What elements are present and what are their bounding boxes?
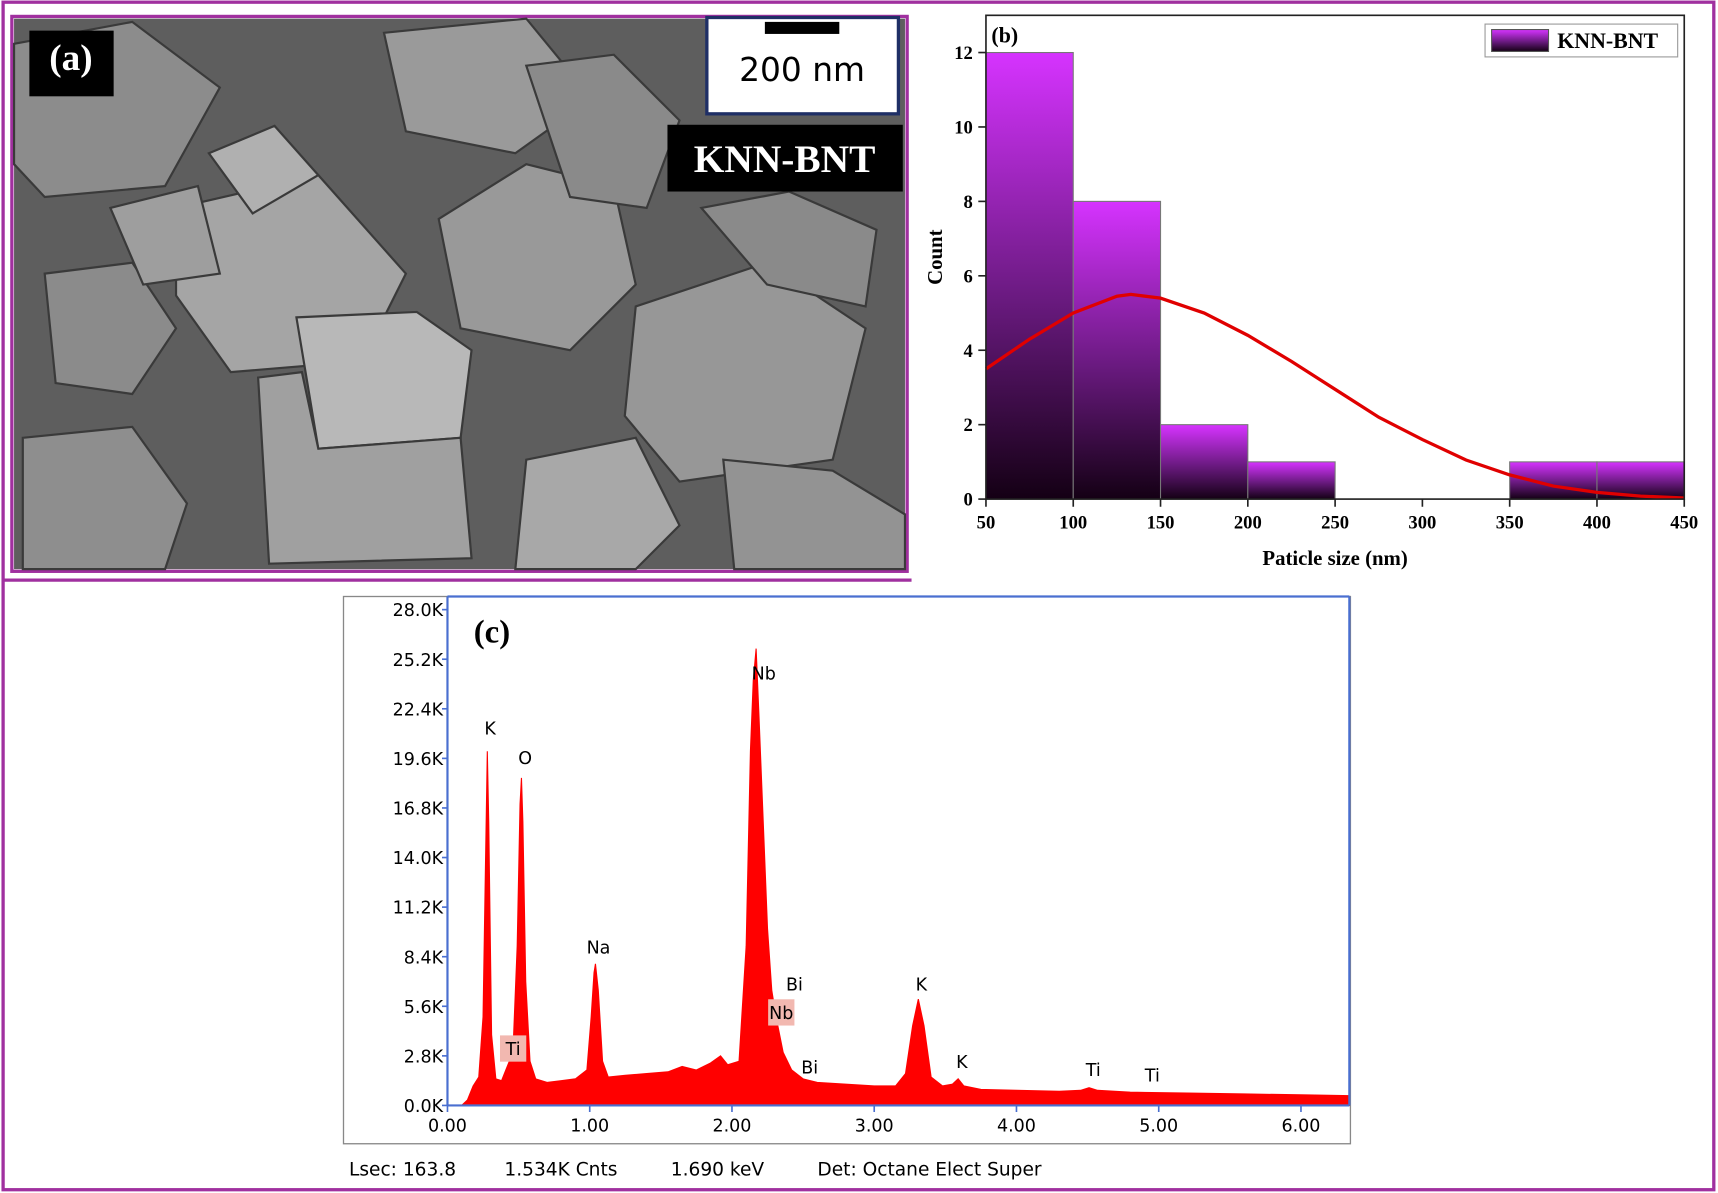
y-tick-label: 8.4K — [404, 948, 444, 968]
x-tick-label: 300 — [1408, 513, 1436, 534]
y-tick-label: 8 — [964, 192, 973, 213]
panel-label: (c) — [474, 614, 510, 650]
peak-label: Ti — [1085, 1061, 1101, 1081]
y-tick-label: 2 — [964, 415, 973, 436]
x-axis-label: Paticle size (nm) — [1262, 547, 1407, 570]
bar — [985, 51, 1074, 500]
y-tick-label: 6 — [964, 266, 973, 287]
scale-text: 200 nm — [739, 51, 865, 89]
x-tick-label: 3.00 — [855, 1117, 894, 1137]
y-tick-label: 28.0K — [393, 601, 444, 621]
y-tick-label: 2.8K — [404, 1047, 444, 1067]
bar — [1509, 461, 1598, 500]
x-tick-label: 5.00 — [1139, 1117, 1178, 1137]
x-tick-label: 100 — [1059, 513, 1087, 534]
peak-label: Ti — [1144, 1066, 1160, 1086]
x-tick-label: 450 — [1670, 513, 1698, 534]
x-tick-label: 350 — [1496, 513, 1524, 534]
y-tick-label: 0.0K — [404, 1097, 444, 1117]
scale-bar — [764, 21, 840, 34]
x-tick-label: 50 — [977, 513, 996, 534]
y-axis-label: Count — [924, 229, 947, 285]
footer-text: 1.690 keV — [671, 1159, 765, 1180]
bar — [1072, 200, 1162, 500]
y-tick-label: 10 — [954, 118, 973, 139]
y-tick-label: 25.2K — [393, 651, 444, 671]
peak-label: K — [956, 1053, 968, 1073]
peak-label: Ti — [505, 1040, 521, 1060]
y-tick-label: 11.2K — [393, 899, 444, 919]
legend-label: KNN-BNT — [1557, 29, 1658, 53]
x-tick-label: 6.00 — [1281, 1117, 1320, 1137]
y-tick-label: 16.8K — [393, 800, 444, 820]
x-tick-label: 1.00 — [570, 1117, 609, 1137]
bar — [1159, 424, 1249, 500]
x-tick-label: 200 — [1234, 513, 1262, 534]
x-tick-label: 400 — [1583, 513, 1611, 534]
y-tick-label: 19.6K — [393, 750, 444, 770]
bar — [1247, 461, 1336, 500]
peak-label: Nb — [752, 665, 776, 685]
y-tick-label: 4 — [964, 341, 973, 362]
sample-box — [667, 124, 903, 192]
spectrum-panel: 0.00 1.00 2.00 3.00 4.00 5.00 6.00 0.0K 2.8K 5.6K… — [342, 595, 1352, 1180]
peak-label: Na — [587, 938, 611, 958]
legend-swatch — [1491, 29, 1550, 52]
peak-label: Bi — [786, 976, 803, 996]
x-tick-label: 4.00 — [997, 1117, 1036, 1137]
x-tick-label: 2.00 — [712, 1117, 751, 1137]
spectrum-area — [460, 648, 1350, 1106]
peak-label: K — [916, 976, 928, 996]
sem-image: (a) 200 nm KNN-BNT — [10, 14, 909, 573]
annotation-highlight — [500, 1035, 527, 1062]
label-box — [29, 30, 114, 97]
peak-label: K — [484, 719, 496, 739]
panel-frame — [10, 14, 909, 573]
x-tick-label: 250 — [1321, 513, 1349, 534]
x-tick-label: 0.00 — [428, 1117, 467, 1137]
y-tick-label: 0 — [964, 490, 973, 511]
y-tick-label: 5.6K — [404, 998, 444, 1018]
annotation-highlight — [768, 999, 795, 1026]
peak-label: Nb — [769, 1004, 793, 1024]
footer-text: Lsec: 163.8 — [349, 1159, 456, 1180]
footer-text: Det: Octane Elect Super — [817, 1159, 1042, 1180]
panel-label: (a) — [49, 38, 92, 79]
footer-text: 1.534K Cnts — [504, 1159, 617, 1180]
histogram-panel: 50 100 150 200 250 300 350 400 450 0 2 4 6 8 10 12 (b) Pa… — [924, 14, 1698, 570]
sample-label: KNN-BNT — [694, 137, 876, 181]
y-tick-label: 12 — [954, 43, 973, 64]
y-tick-label: 14.0K — [393, 849, 444, 869]
y-tick-label: 22.4K — [393, 700, 444, 720]
x-tick-label: 150 — [1147, 513, 1175, 534]
fit-curve — [985, 292, 1685, 500]
peak-label: Bi — [801, 1059, 818, 1079]
peak-label: O — [518, 749, 532, 769]
panel-label: (b) — [991, 24, 1018, 48]
